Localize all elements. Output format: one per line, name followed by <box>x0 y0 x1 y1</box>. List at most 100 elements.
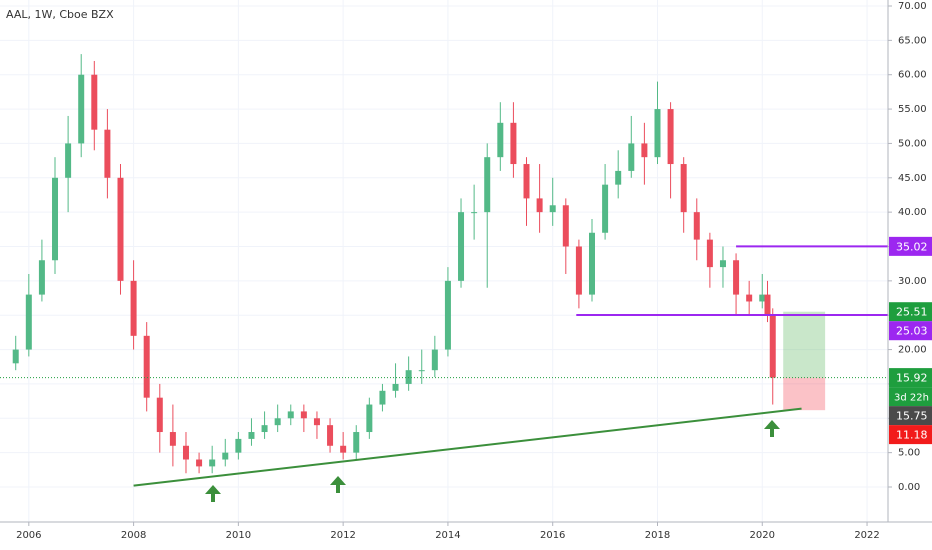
candle-body <box>222 452 229 460</box>
x-tick-label: 2012 <box>330 530 355 541</box>
candle-body <box>78 74 85 144</box>
profit-zone <box>783 311 826 378</box>
y-tick-label: 5.00 <box>898 448 920 459</box>
chart-title: AAL, 1W, Cboe BZX <box>6 8 114 21</box>
candle-body <box>12 349 19 364</box>
candle-body <box>523 164 530 199</box>
countdown-tag <box>889 387 932 407</box>
candle-body <box>353 432 360 453</box>
candle-body <box>562 205 569 247</box>
x-tick-label: 2020 <box>750 530 775 541</box>
x-tick-label: 2022 <box>854 530 879 541</box>
y-tick-label: 55.00 <box>898 104 927 115</box>
candle-body <box>418 370 425 372</box>
candle-body <box>91 74 98 130</box>
candle-body <box>706 239 713 268</box>
y-tick-label: 50.00 <box>898 138 927 149</box>
candle-body <box>549 205 556 213</box>
candle-body <box>130 280 137 336</box>
price-tag <box>889 302 932 322</box>
candle-body <box>575 246 582 295</box>
grid <box>0 0 888 522</box>
candle-body <box>379 390 386 405</box>
candle-body <box>261 425 268 433</box>
candle-body <box>769 315 776 378</box>
x-tick-label: 2010 <box>226 530 251 541</box>
arrow-up <box>330 476 346 493</box>
candle-body <box>484 157 491 213</box>
price-tag-label: 15.75 <box>896 410 928 423</box>
candle-body <box>497 122 504 158</box>
price-tag-label: 25.51 <box>896 306 928 319</box>
y-tick-label: 0.00 <box>898 482 920 493</box>
candle-body <box>589 232 595 295</box>
candle-body <box>746 294 753 302</box>
candle-body <box>52 177 59 261</box>
price-tag-label: 15.92 <box>896 372 928 385</box>
candle-body <box>196 459 203 467</box>
candle-body <box>536 198 543 213</box>
y-tick-label: 65.00 <box>898 35 927 46</box>
candle-body <box>628 143 635 171</box>
x-tick-label: 2014 <box>435 530 460 541</box>
candle-body <box>693 212 700 240</box>
candle-body <box>182 445 189 460</box>
candle-body <box>25 294 32 350</box>
candle-body <box>654 109 661 158</box>
arrow-up <box>205 485 221 502</box>
price-tag <box>889 406 932 426</box>
y-tick-label: 45.00 <box>898 173 927 184</box>
candle-body <box>65 143 72 178</box>
candle-body <box>733 260 740 295</box>
candle-body <box>274 418 281 426</box>
candle-body <box>287 411 294 419</box>
candle-body <box>759 294 766 302</box>
arrow-up <box>764 420 780 437</box>
candle-body <box>156 397 163 433</box>
candle-body <box>169 432 176 446</box>
price-tag-label: 35.02 <box>896 240 928 253</box>
price-tag <box>889 236 932 256</box>
candle-body <box>641 143 648 158</box>
x-tick-label: 2016 <box>540 530 565 541</box>
candle-body <box>313 418 320 426</box>
candle-body <box>209 459 216 467</box>
candle-body <box>117 177 124 281</box>
candle-body <box>392 383 399 391</box>
candle-body <box>38 260 45 295</box>
candle-body <box>680 164 687 213</box>
marks <box>0 54 888 487</box>
price-tag <box>889 425 932 445</box>
candle-body <box>764 294 771 316</box>
candle-body <box>510 122 517 165</box>
candle-body <box>615 170 622 185</box>
y-tick-label: 20.00 <box>898 345 927 356</box>
y-tick-label: 70.00 <box>898 1 927 12</box>
countdown-label: 3d 22h <box>894 393 929 404</box>
candle-body <box>458 212 465 281</box>
candle-body <box>143 335 150 398</box>
candle-body <box>235 438 242 453</box>
y-tick-label: 30.00 <box>898 276 927 287</box>
candle-body <box>444 280 451 350</box>
x-tick-label: 2008 <box>121 530 146 541</box>
candle-body <box>719 260 726 268</box>
price-tag-label: 11.18 <box>896 429 928 442</box>
candle-body <box>340 445 347 453</box>
loss-zone <box>783 377 826 411</box>
price-tag <box>889 321 932 341</box>
candle-body <box>104 129 111 178</box>
x-tick-label: 2006 <box>16 530 41 541</box>
candle-body <box>248 432 255 439</box>
candle-body <box>405 370 412 384</box>
price-tag <box>889 368 932 388</box>
x-tick-label: 2018 <box>645 530 670 541</box>
candle-body <box>431 349 438 371</box>
candle-body <box>471 212 478 214</box>
y-tick-label: 40.00 <box>898 207 927 218</box>
price-tag-label: 25.03 <box>896 325 928 338</box>
trend-line <box>133 407 802 487</box>
candle-body <box>327 425 334 446</box>
